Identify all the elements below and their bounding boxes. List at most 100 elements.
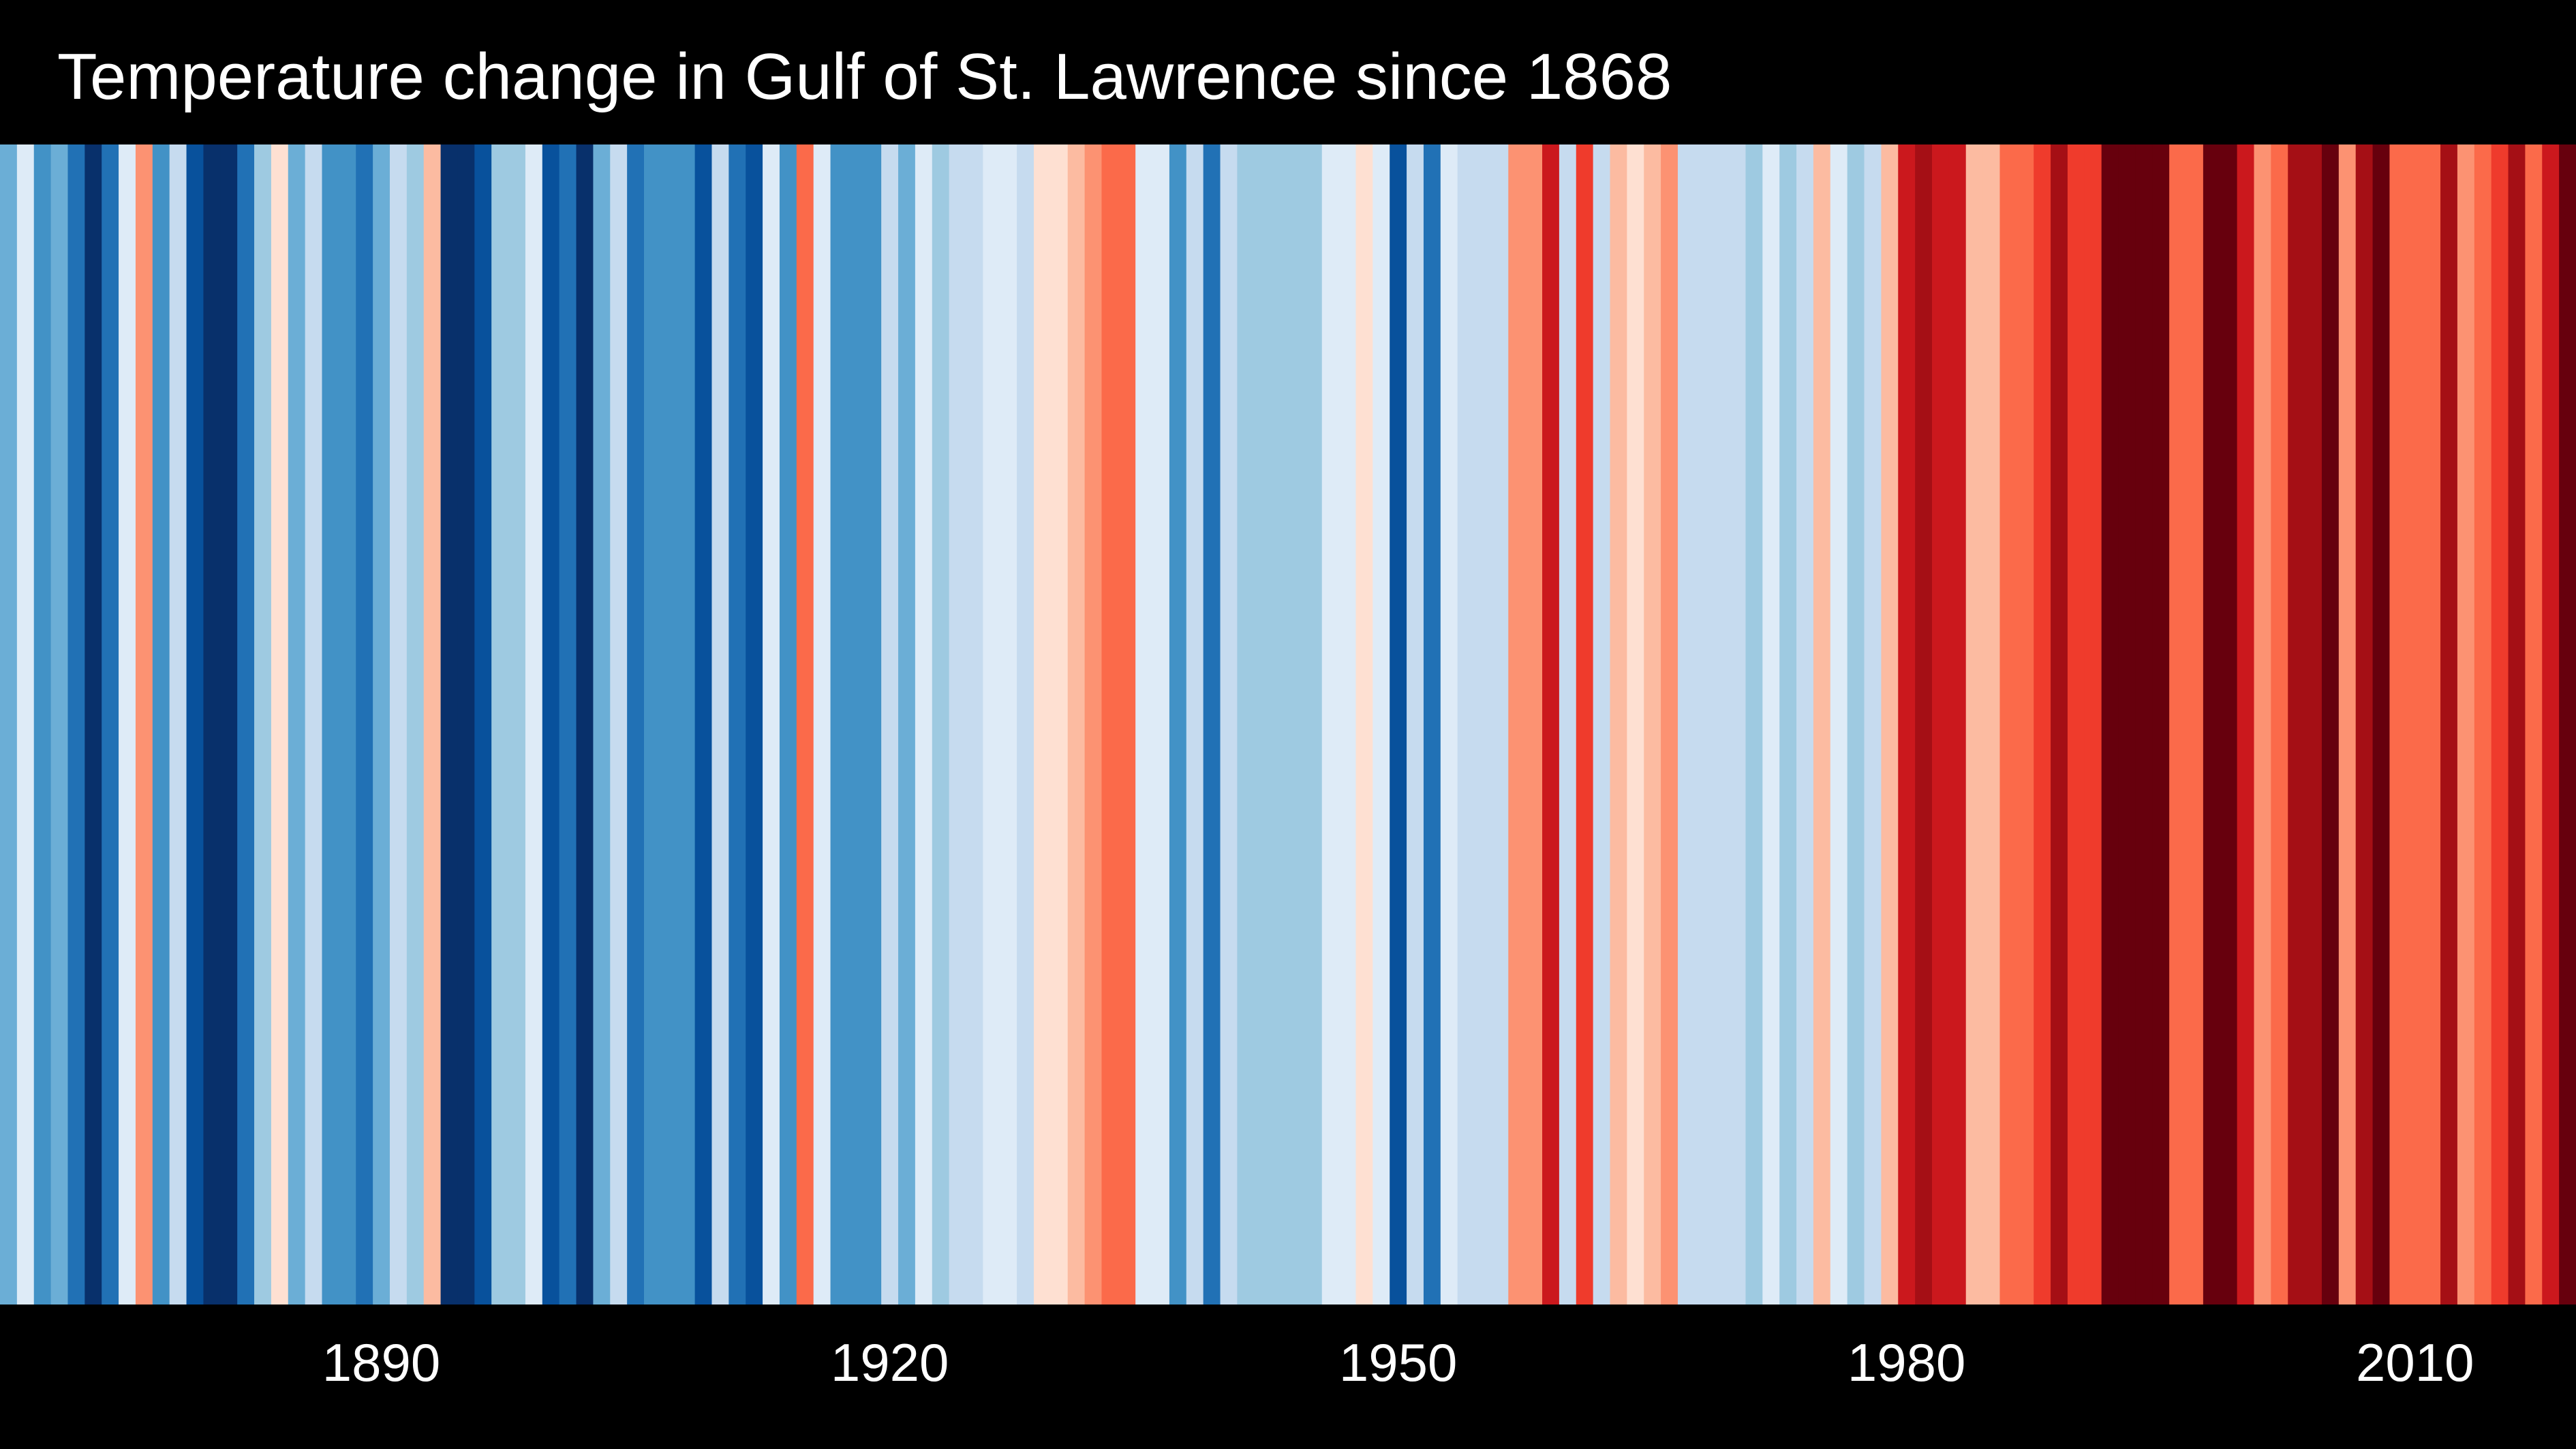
stripe-1939	[1203, 144, 1221, 1305]
stripe-1940	[1220, 144, 1238, 1305]
stripe-1954	[1457, 144, 1475, 1305]
stripe-2019	[2559, 144, 2576, 1305]
x-tick-label: 2010	[2356, 1332, 2474, 1392]
stripe-1986	[1999, 144, 2017, 1305]
stripe-1982	[1932, 144, 1950, 1305]
stripe-2006	[2338, 144, 2357, 1305]
stripe-1919	[864, 144, 882, 1305]
stripe-1898	[508, 144, 526, 1305]
stripe-1882	[237, 144, 255, 1305]
stripe-1960	[1559, 144, 1577, 1305]
stripe-1874	[102, 144, 119, 1305]
stripe-2000	[2237, 144, 2255, 1305]
stripe-1871	[50, 144, 69, 1305]
stripe-1977	[1847, 144, 1865, 1305]
stripe-1872	[67, 144, 85, 1305]
stripe-2008	[2372, 144, 2391, 1305]
stripe-1911	[729, 144, 746, 1305]
stripe-1998	[2203, 144, 2221, 1305]
stripe-1953	[1440, 144, 1458, 1305]
stripe-1930	[1050, 144, 1069, 1305]
stripe-1980	[1898, 144, 1916, 1305]
stripe-1900	[542, 144, 560, 1305]
warming-stripes-plot	[0, 144, 2576, 1305]
stripe-1924	[949, 144, 967, 1305]
stripe-1972	[1762, 144, 1780, 1305]
stripe-1964	[1627, 144, 1644, 1305]
stripe-2012	[2440, 144, 2458, 1305]
stripe-1894	[440, 144, 459, 1305]
stripe-1906	[644, 144, 662, 1305]
stripe-2009	[2389, 144, 2407, 1305]
stripe-2003	[2288, 144, 2305, 1305]
stripe-2011	[2423, 144, 2441, 1305]
stripe-1979	[1881, 144, 1899, 1305]
stripe-1948	[1355, 144, 1373, 1305]
stripe-1973	[1779, 144, 1797, 1305]
stripe-1996	[2169, 144, 2187, 1305]
stripe-2014	[2474, 144, 2492, 1305]
stripe-1935	[1135, 144, 1153, 1305]
stripe-1896	[474, 144, 492, 1305]
stripe-1883	[254, 144, 272, 1305]
stripe-1897	[491, 144, 509, 1305]
stripe-1997	[2186, 144, 2204, 1305]
stripe-1915	[796, 144, 814, 1305]
stripe-2010	[2406, 144, 2424, 1305]
stripe-1988	[2034, 144, 2051, 1305]
stripe-1922	[915, 144, 933, 1305]
stripe-1945	[1304, 144, 1323, 1305]
stripe-1892	[406, 144, 425, 1305]
stripe-1918	[847, 144, 865, 1305]
stripe-1870	[33, 144, 52, 1305]
stripe-1877	[152, 144, 170, 1305]
x-tick-label: 1950	[1338, 1332, 1458, 1392]
stripe-1901	[559, 144, 577, 1305]
stripe-1893	[423, 144, 442, 1305]
stripe-1873	[85, 144, 102, 1305]
stripe-1991	[2084, 144, 2102, 1305]
stripe-2015	[2491, 144, 2509, 1305]
title-bar: Temperature change in Gulf of St. Lawren…	[0, 0, 2576, 144]
stripe-1993	[2118, 144, 2136, 1305]
stripe-1929	[1033, 144, 1052, 1305]
x-tick-label: 1980	[1847, 1332, 1966, 1392]
x-tick-label: 1890	[322, 1332, 441, 1392]
stripe-1909	[694, 144, 713, 1305]
x-axis: 1890 1920 1950 1980 2010	[0, 1305, 2576, 1449]
stripe-1950	[1390, 144, 1407, 1305]
stripe-1891	[389, 144, 408, 1305]
stripe-2004	[2305, 144, 2322, 1305]
stripe-1904	[610, 144, 628, 1305]
stripe-1952	[1423, 144, 1441, 1305]
stripe-1942	[1254, 144, 1272, 1305]
stripe-1932	[1084, 144, 1103, 1305]
stripe-1933	[1101, 144, 1119, 1305]
stripe-1920	[881, 144, 899, 1305]
stripe-2002	[2271, 144, 2288, 1305]
stripe-1956	[1491, 144, 1509, 1305]
stripe-1881	[220, 144, 238, 1305]
stripe-1951	[1407, 144, 1424, 1305]
stripe-1944	[1288, 144, 1306, 1305]
stripe-1899	[525, 144, 543, 1305]
stripe-1916	[813, 144, 831, 1305]
stripe-2005	[2321, 144, 2340, 1305]
stripe-1917	[830, 144, 848, 1305]
stripe-1963	[1610, 144, 1627, 1305]
stripe-1994	[2135, 144, 2153, 1305]
stripe-1890	[373, 144, 390, 1305]
stripe-1974	[1796, 144, 1814, 1305]
stripe-2013	[2457, 144, 2475, 1305]
stripe-1903	[593, 144, 611, 1305]
stripe-1889	[356, 144, 373, 1305]
stripe-1886	[305, 144, 323, 1305]
stripe-1927	[1000, 144, 1017, 1305]
stripe-2018	[2542, 144, 2560, 1305]
stripe-1905	[627, 144, 645, 1305]
x-tick-label: 1920	[830, 1332, 949, 1392]
stripe-1943	[1271, 144, 1289, 1305]
stripe-1975	[1813, 144, 1831, 1305]
stripe-1936	[1152, 144, 1170, 1305]
stripe-1955	[1474, 144, 1492, 1305]
